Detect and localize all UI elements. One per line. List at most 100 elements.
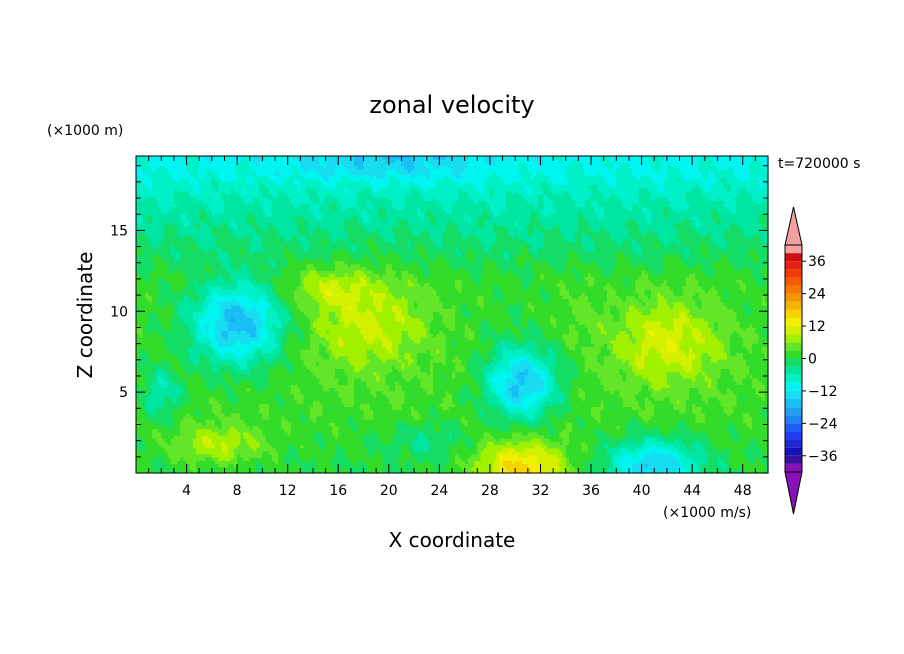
contour-cell bbox=[290, 422, 330, 427]
contour-cell bbox=[227, 431, 241, 436]
contour-cell bbox=[537, 171, 545, 176]
contour-cell bbox=[158, 317, 172, 322]
contour-cell bbox=[575, 358, 586, 363]
contour-cell bbox=[572, 387, 579, 392]
contour-cell bbox=[512, 317, 523, 322]
contour-cell bbox=[505, 441, 513, 446]
contour-cell bbox=[616, 469, 624, 474]
contour-cell bbox=[322, 355, 330, 360]
contour-cell bbox=[565, 285, 605, 290]
contour-cell bbox=[736, 200, 756, 205]
contour-cell bbox=[764, 213, 769, 217]
contour-cell bbox=[401, 276, 418, 281]
contour-cell bbox=[499, 400, 507, 404]
contour-cell bbox=[572, 247, 586, 252]
contour-cell bbox=[192, 187, 200, 192]
contour-cell bbox=[420, 317, 434, 322]
contour-cell bbox=[619, 393, 636, 398]
contour-cell bbox=[154, 260, 166, 265]
contour-cell bbox=[685, 263, 696, 268]
contour-cell bbox=[654, 412, 696, 417]
contour-cell bbox=[325, 156, 355, 160]
contour-cell bbox=[319, 362, 352, 366]
contour-cell bbox=[227, 270, 251, 274]
contour-cell bbox=[170, 206, 210, 211]
contour-cell bbox=[455, 324, 466, 328]
x-tick-label: 44 bbox=[683, 483, 701, 499]
contour-cell bbox=[549, 301, 570, 306]
contour-cell bbox=[154, 438, 166, 442]
contour-cell bbox=[515, 254, 532, 259]
contour-cell bbox=[357, 301, 374, 306]
contour-cell bbox=[262, 289, 273, 293]
contour-cell bbox=[534, 156, 545, 160]
contour-cell bbox=[622, 203, 633, 208]
contour-cell bbox=[736, 203, 769, 208]
contour-cell bbox=[682, 292, 696, 297]
contour-cell bbox=[632, 406, 643, 411]
contour-cell bbox=[136, 228, 166, 233]
contour-cell bbox=[284, 403, 314, 408]
contour-cell bbox=[707, 374, 722, 379]
contour-cell bbox=[319, 444, 327, 449]
contour-cell bbox=[420, 365, 431, 369]
contour-cell bbox=[382, 469, 390, 474]
contour-cell bbox=[518, 276, 535, 281]
contour-cell bbox=[360, 327, 384, 331]
contour-cell bbox=[347, 235, 384, 240]
contour-cell bbox=[565, 339, 579, 344]
contour-cell bbox=[553, 425, 567, 430]
contour-cell bbox=[161, 434, 175, 439]
contour-cell bbox=[549, 263, 567, 268]
contour-cell bbox=[328, 311, 336, 316]
contour-cell bbox=[685, 276, 696, 281]
contour-cell bbox=[505, 270, 513, 274]
contour-cell bbox=[148, 368, 156, 373]
contour-cell bbox=[401, 320, 406, 325]
contour-cell bbox=[303, 333, 311, 338]
contour-cell bbox=[385, 184, 421, 189]
contour-cell bbox=[246, 330, 257, 335]
contour-cell bbox=[357, 324, 380, 328]
contour-cell bbox=[565, 175, 605, 179]
x-tick-label: 20 bbox=[380, 483, 398, 499]
contour-cell bbox=[136, 219, 143, 224]
contour-cell bbox=[136, 200, 159, 205]
colorbar-tick-label: −36 bbox=[808, 449, 838, 465]
contour-cell bbox=[136, 171, 150, 176]
contour-cell bbox=[189, 190, 197, 195]
contour-cell bbox=[764, 469, 769, 474]
contour-cell bbox=[211, 181, 219, 186]
contour-cell bbox=[521, 247, 529, 252]
contour-cell bbox=[480, 327, 494, 331]
colorbar-swatch bbox=[785, 293, 802, 302]
contour-cell bbox=[417, 301, 444, 306]
contour-cell bbox=[319, 159, 327, 163]
contour-cell bbox=[493, 295, 504, 300]
contour-cell bbox=[714, 181, 725, 186]
contour-cell bbox=[145, 381, 153, 385]
contour-cell bbox=[704, 289, 709, 293]
contour-cell bbox=[417, 279, 456, 284]
contour-cell bbox=[262, 190, 270, 195]
contour-cell bbox=[559, 466, 570, 471]
contour-cell bbox=[161, 431, 181, 436]
contour-cell bbox=[461, 251, 469, 255]
contour-cell bbox=[211, 184, 219, 189]
contour-cell bbox=[723, 346, 731, 350]
contour-cell bbox=[297, 285, 305, 290]
contour-cell bbox=[597, 434, 611, 439]
contour-cell bbox=[726, 295, 731, 300]
contour-cell bbox=[186, 213, 200, 217]
contour-cell bbox=[452, 374, 456, 379]
contour-cell bbox=[363, 409, 374, 414]
contour-cell bbox=[306, 225, 317, 230]
contour-cell bbox=[218, 273, 222, 278]
contour-cell bbox=[575, 251, 617, 255]
contour-cell bbox=[177, 400, 191, 404]
contour-cell bbox=[739, 178, 750, 182]
contour-cell bbox=[246, 292, 267, 297]
contour-cell bbox=[215, 247, 222, 252]
contour-cell bbox=[679, 447, 690, 452]
contour-cell bbox=[382, 156, 412, 160]
